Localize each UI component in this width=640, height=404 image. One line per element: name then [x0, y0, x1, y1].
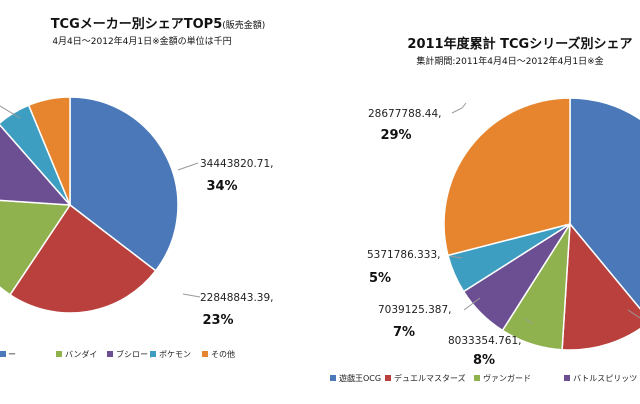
left-chart-subtitle: 4月4日～2012年4月1日※金額の単位は千円	[52, 35, 231, 47]
left-legend-swatch-1	[56, 351, 62, 357]
right-purple-value-label: 7039125.387,	[378, 304, 451, 316]
left-legend-label-3: ポケモン	[159, 350, 191, 359]
left-legend-swatch-0	[0, 351, 6, 357]
left-legend-swatch-2	[107, 351, 113, 357]
right-legend-label-2: ヴァンガード	[483, 373, 531, 383]
left-pie-slice-1	[8, 203, 157, 314]
right-pie-slice-1	[561, 222, 640, 351]
right-red-leader-line	[627, 309, 640, 319]
right-legend: 遊戯王OCG デュエルマスターズ ヴァンガード バトルスピリッツ	[330, 373, 637, 383]
right-orange-leader-line	[451, 102, 467, 114]
right-legend-swatch-2	[474, 375, 480, 381]
right-green-pct-label: 8%	[473, 353, 495, 368]
right-legend-label-3: バトルスピリッツ	[573, 374, 637, 383]
right-pie	[443, 97, 640, 351]
right-chart-subtitle: 集計期間:2011年4月4日～2012年4月1日※金	[416, 55, 603, 67]
right-legend-swatch-1	[385, 375, 391, 381]
left-red-leader-line	[182, 293, 201, 298]
right-orange-value-label: 28677788.44,	[368, 108, 441, 120]
right-green-leader-line	[524, 318, 533, 324]
right-green-value-label: 8033354.761,	[448, 335, 521, 347]
left-top-leader-line	[0, 105, 21, 119]
left-legend-swatch-3	[150, 351, 156, 357]
left-red-value-label: 22848843.39,	[200, 292, 273, 304]
left-legend-label-2: ブシロード	[116, 349, 156, 359]
right-cyan-leader-line	[449, 255, 463, 259]
left-legend-label-4: その他	[211, 349, 235, 359]
right-legend-swatch-0	[330, 375, 336, 381]
right-orange-pct-label: 29%	[380, 128, 411, 143]
left-legend-label-0: ー	[8, 350, 16, 359]
left-legend-swatch-4	[202, 351, 208, 357]
left-pie	[0, 96, 179, 314]
right-cyan-value-label: 5371786.333,	[367, 249, 440, 261]
right-chart-title: 2011年度累計 TCGシリーズ別シェア	[407, 36, 632, 52]
right-legend-label-1: デュエルマスターズ	[394, 373, 466, 383]
left-blue-value-label: 34443820.71,	[200, 158, 273, 170]
left-pie-slice-5	[27, 96, 71, 206]
right-purple-leader-line	[463, 297, 481, 311]
right-pie-slice-0	[569, 97, 640, 310]
left-legend-label-1: バンダイ	[65, 349, 97, 359]
left-pie-slice-0	[69, 96, 179, 272]
left-red-pct-label: 23%	[202, 313, 233, 328]
left-blue-leader-line	[177, 162, 199, 171]
right-legend-swatch-3	[564, 375, 570, 381]
left-chart-title: TCGメーカー別シェアTOP5(販売金額)	[51, 17, 266, 32]
left-legend: ー バンダイ ブシロード ポケモン その他	[0, 349, 235, 359]
right-pie-slice-5	[443, 97, 571, 257]
left-blue-pct-label: 34%	[206, 179, 237, 194]
left-pie-slice-2	[0, 199, 72, 296]
right-purple-pct-label: 7%	[393, 325, 415, 340]
right-legend-label-0: 遊戯王OCG	[339, 373, 381, 383]
right-cyan-pct-label: 5%	[369, 271, 391, 286]
